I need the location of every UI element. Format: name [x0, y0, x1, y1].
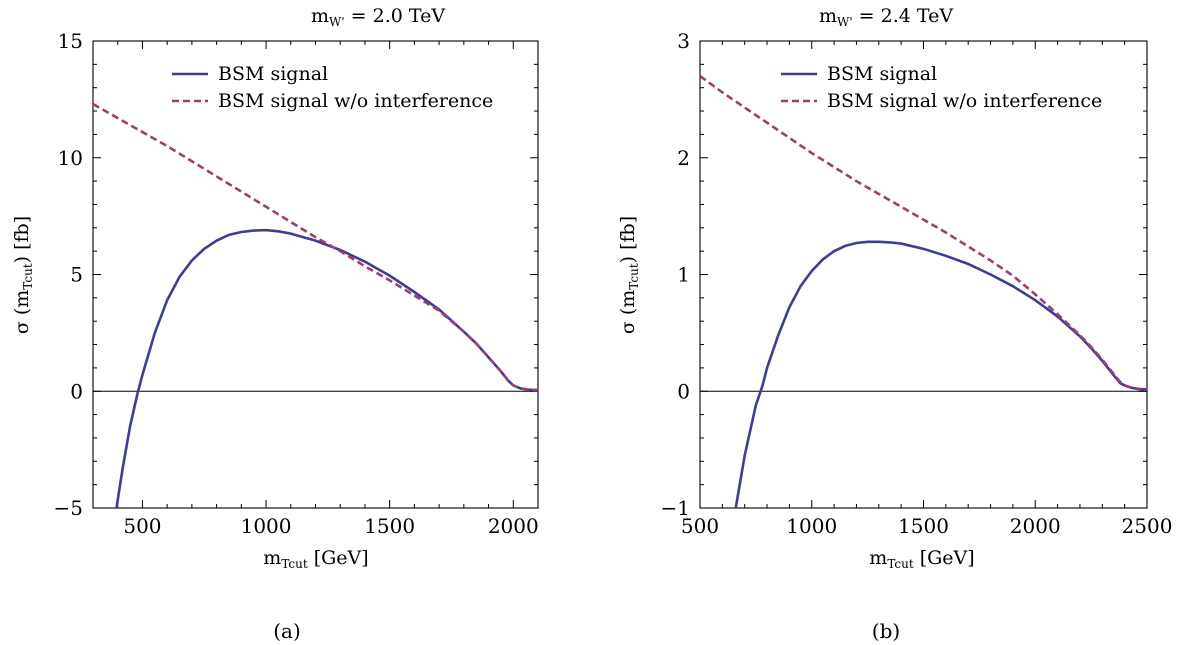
panel-a-legend: BSM signal BSM signal w/o interference: [172, 63, 493, 112]
x-tick-label: 2000: [488, 514, 539, 538]
y-tick-label: −1: [661, 496, 690, 520]
x-tick-label: 2500: [1122, 514, 1173, 538]
y-tick-label: 1: [677, 263, 690, 287]
panel-a-x-axis: 500 1000 1500 2000: [92, 41, 539, 538]
y-tick-label: 15: [58, 29, 83, 53]
panel-a: mW' = 2.0 TeV 500 1000 1500 2000 −5 0 5 10 15 B…: [11, 5, 539, 643]
y-tick-label: 0: [677, 379, 690, 403]
y-tick-label: 3: [677, 29, 690, 53]
panel-b-legend: BSM signal BSM signal w/o interference: [781, 63, 1102, 112]
panel-a-title: mW' = 2.0 TeV: [311, 5, 445, 29]
panel-b: mW' = 2.4 TeV 500 1000 1500 2000 2500 −1 0 1 2 3…: [617, 5, 1172, 643]
panel-a-caption: (a): [273, 619, 301, 643]
panel-b-y-axis-label: σ (mTcut) [fb]: [617, 216, 641, 334]
panel-b-x-axis-label: mTcut [GeV]: [869, 547, 974, 571]
x-tick-label: 1500: [364, 514, 415, 538]
panel-b-legend-label-bsm-signal: BSM signal: [827, 63, 937, 85]
x-tick-label: 1000: [786, 514, 837, 538]
panel-a-y-axis: −5 0 5 10 15: [54, 29, 538, 520]
y-tick-label: 2: [677, 146, 690, 170]
panel-a-y-axis-label: σ (mTcut) [fb]: [11, 216, 35, 334]
panel-b-series-bsm-signal-wo-interference: [700, 74, 1147, 391]
panel-a-x-axis-label: mTcut [GeV]: [263, 547, 368, 571]
panel-b-title: mW' = 2.4 TeV: [819, 5, 953, 29]
panel-a-legend-label-bsm-signal: BSM signal: [218, 63, 328, 85]
x-tick-label: 2000: [1010, 514, 1061, 538]
panel-a-series-bsm-signal-wo-interference: [93, 102, 538, 392]
y-tick-label: 0: [70, 379, 83, 403]
x-tick-label: 500: [681, 514, 719, 538]
panel-b-legend-label-bsm-signal-wo-interference: BSM signal w/o interference: [827, 90, 1102, 112]
y-tick-label: 10: [58, 146, 83, 170]
panel-a-legend-label-bsm-signal-wo-interference: BSM signal w/o interference: [218, 90, 493, 112]
panel-a-series-bsm-signal: [115, 228, 538, 508]
x-tick-label: 500: [123, 514, 161, 538]
panel-b-series-bsm-signal: [734, 240, 1147, 508]
panel-b-y-axis: −1 0 1 2 3: [661, 29, 1147, 520]
y-tick-label: −5: [54, 496, 83, 520]
x-tick-label: 1500: [898, 514, 949, 538]
panel-b-x-axis: 500 1000 1500 2000 2500: [681, 41, 1173, 538]
y-tick-label: 5: [70, 263, 83, 287]
panel-b-caption: (b): [872, 619, 900, 643]
x-tick-label: 1000: [241, 514, 292, 538]
